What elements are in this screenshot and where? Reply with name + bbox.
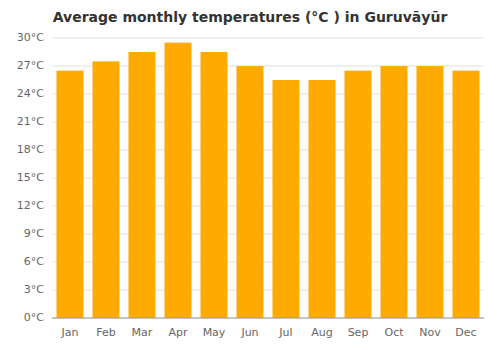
chart-title: Average monthly temperatures (°C ) in Gu… [53,9,448,25]
x-tick-label: Mar [132,326,153,339]
y-tick-label: 3°C [24,283,44,296]
y-tick-label: 12°C [17,199,44,212]
bar [345,71,372,318]
x-axis-line [52,318,484,319]
y-tick-label: 18°C [17,143,44,156]
x-tick-label: Nov [419,326,441,339]
y-tick-label: 6°C [24,255,44,268]
bar [93,61,120,318]
x-tick-label: Feb [96,326,115,339]
x-tick-label: Oct [384,326,404,339]
y-tick-label: 27°C [17,59,44,72]
y-tick-label: 30°C [17,31,44,44]
bar [237,66,264,318]
bar [309,80,336,318]
y-tick-label: 15°C [17,171,44,184]
y-tick-label: 21°C [17,115,44,128]
bar [129,52,156,318]
x-tick-label: Jul [278,326,292,339]
bar [453,71,480,318]
x-tick-label: May [203,326,226,339]
x-tick-label: Jun [240,326,258,339]
x-tick-label: Apr [168,326,188,339]
x-tick-label: Aug [311,326,332,339]
x-tick-label: Jan [61,326,79,339]
bar [57,71,84,318]
bar [417,66,444,318]
y-axis: 0°C 3°C 6°C 9°C 12°C 15°C 18°C 21°C 24°C 27°C 30°C [17,31,44,324]
grid-line [52,38,484,39]
y-tick-label: 24°C [17,87,44,100]
x-axis: Jan Feb Mar Apr May Jun Jul Aug Sep Oct Nov Dec [52,318,484,339]
bar [273,80,300,318]
x-tick-label: Sep [348,326,369,339]
x-tick-label: Dec [455,326,476,339]
bar [381,66,408,318]
y-tick-label: 9°C [24,227,44,240]
grid [52,38,484,318]
chart-container: Average monthly temperatures (°C ) in Gu… [0,0,500,350]
grid-line [52,318,484,319]
bar [201,52,228,318]
bar [165,43,192,318]
chart-svg: Average monthly temperatures (°C ) in Gu… [0,0,500,350]
y-tick-label: 0°C [24,311,44,324]
bars [57,43,480,318]
